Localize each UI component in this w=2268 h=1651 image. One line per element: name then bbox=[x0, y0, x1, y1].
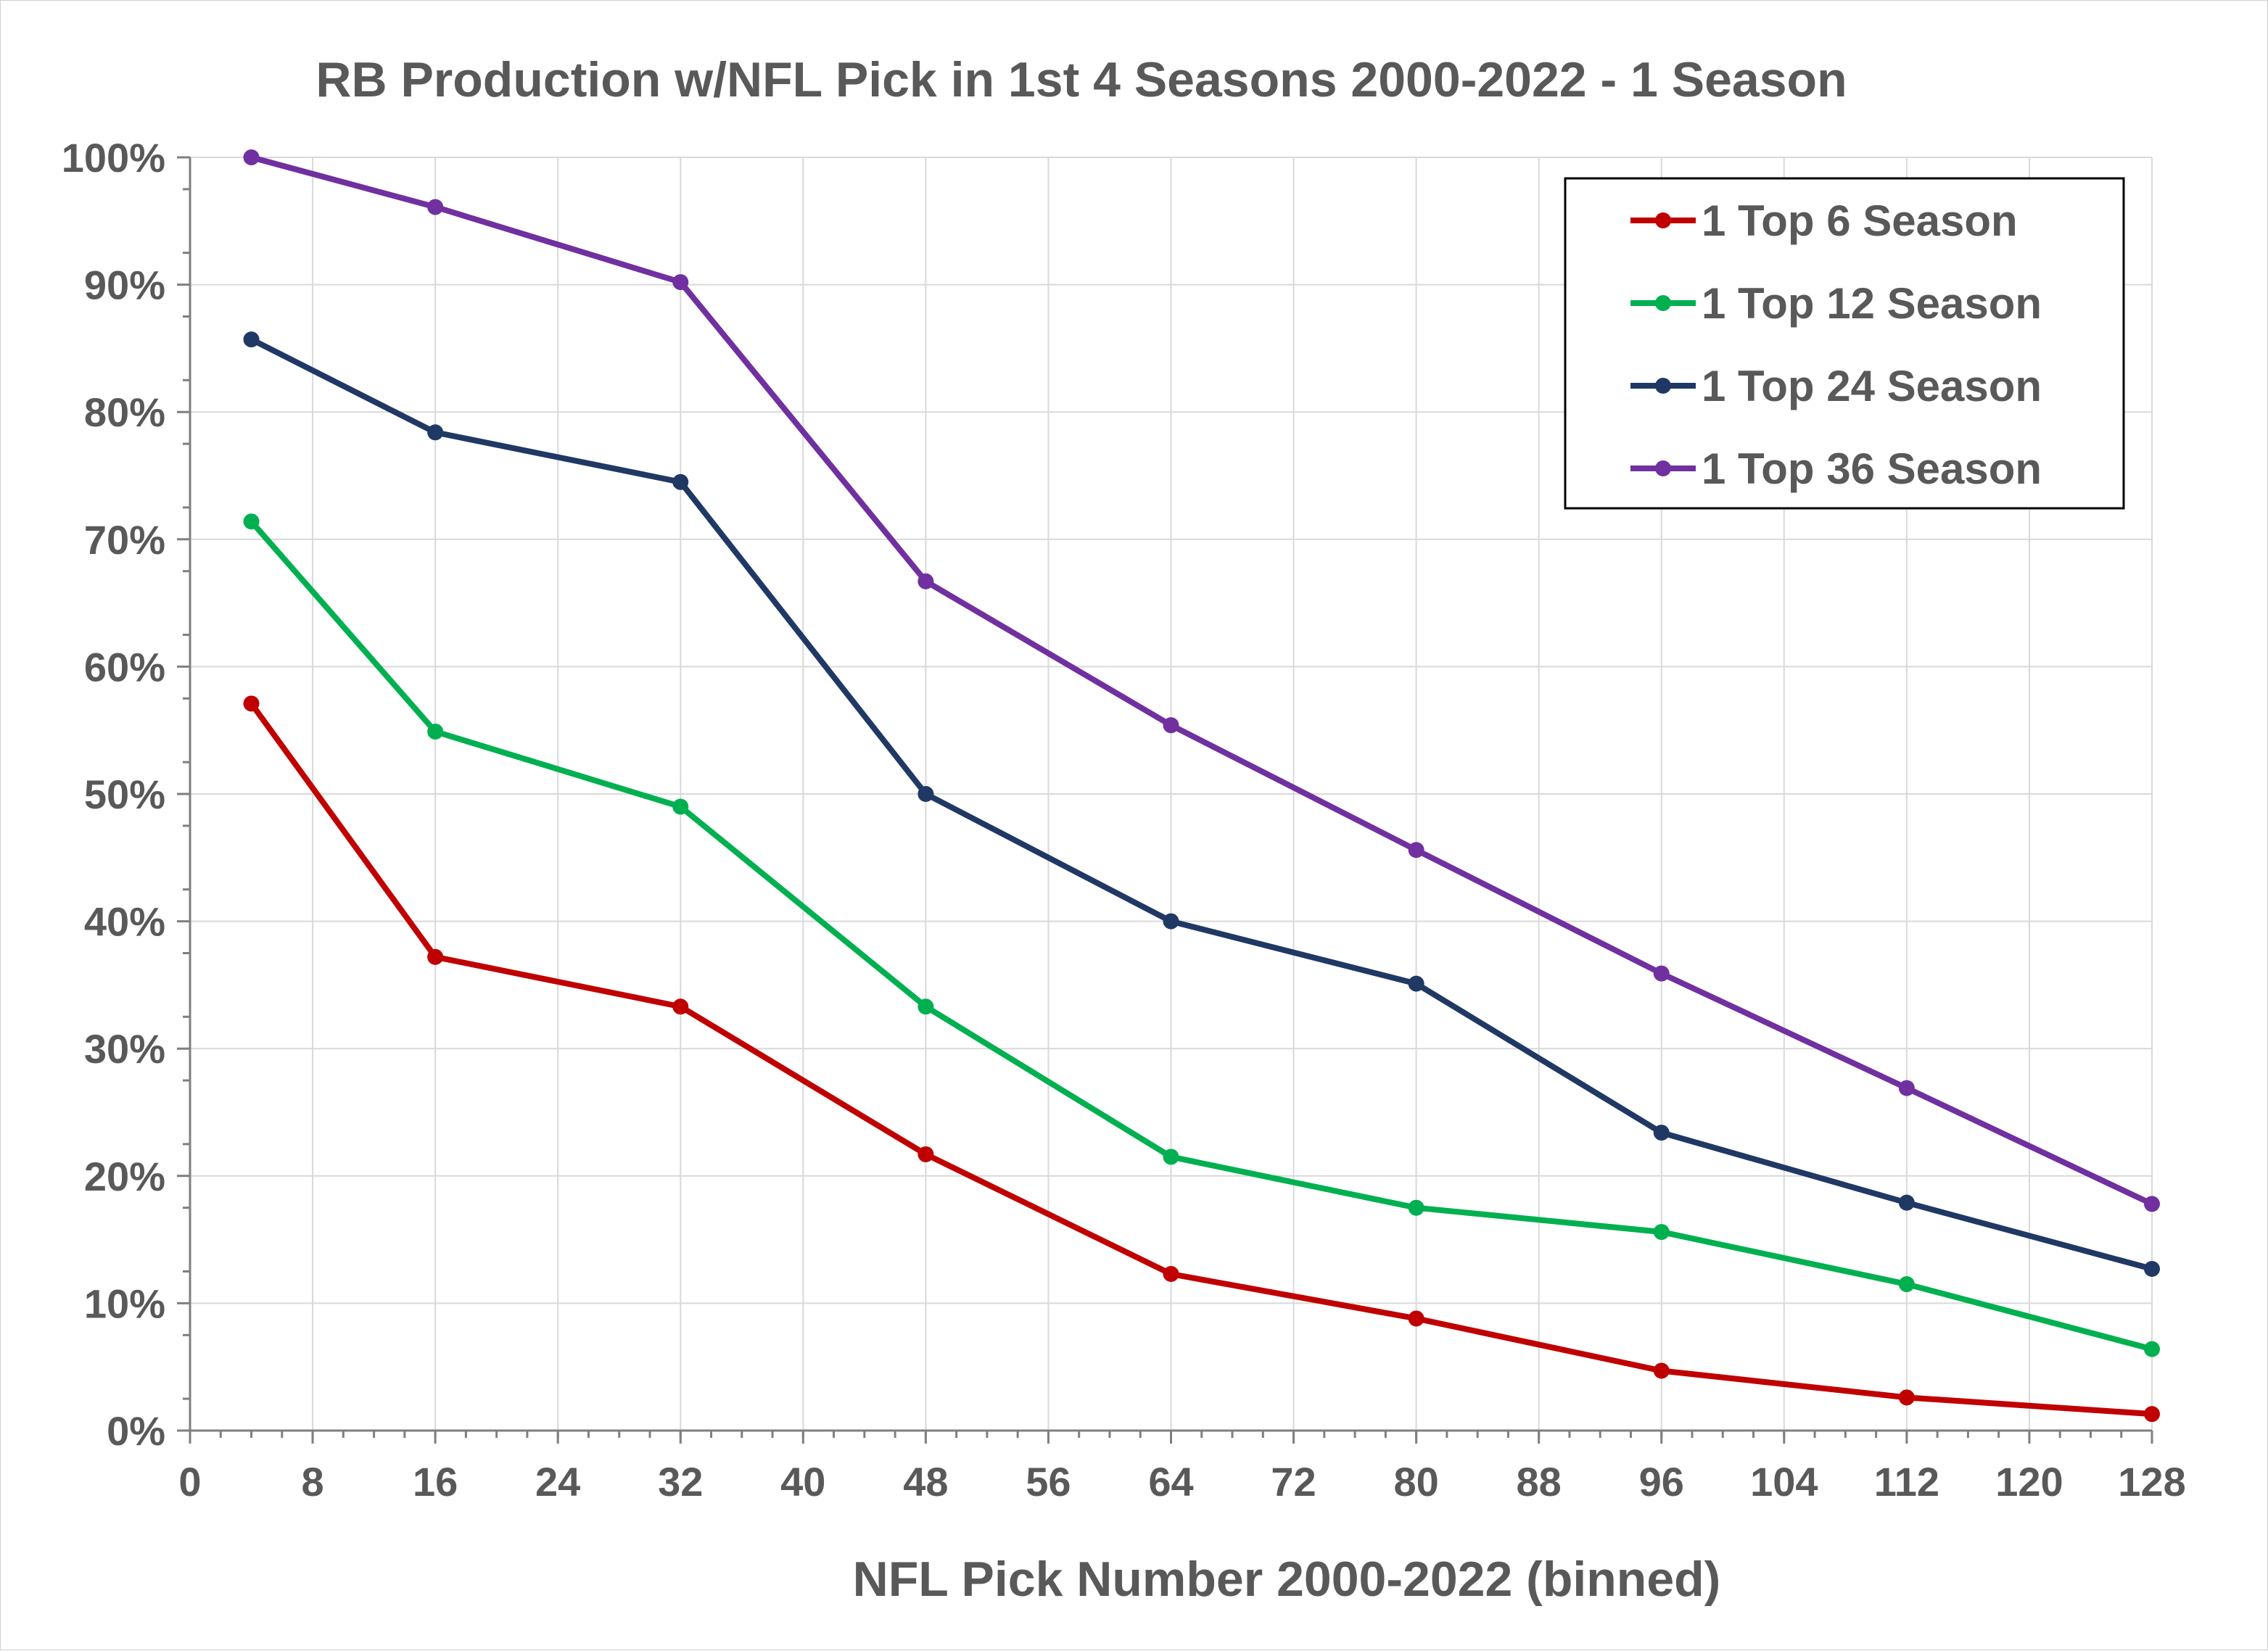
x-tick-label: 16 bbox=[413, 1459, 458, 1505]
x-tick-label: 96 bbox=[1639, 1459, 1684, 1505]
legend-item: 1 Top 12 Season bbox=[1630, 279, 2042, 328]
data-point bbox=[427, 948, 444, 965]
data-point bbox=[1408, 1310, 1424, 1327]
series-4 bbox=[243, 149, 2160, 1212]
data-point bbox=[2144, 1260, 2160, 1277]
series-2 bbox=[243, 513, 2160, 1357]
x-tick-label: 64 bbox=[1148, 1459, 1193, 1505]
data-point bbox=[243, 149, 260, 165]
data-point bbox=[1898, 1389, 1915, 1406]
y-tick-label: 50% bbox=[84, 771, 165, 817]
legend-label: 1 Top 36 Season bbox=[1702, 444, 2042, 493]
legend-swatch-marker bbox=[1655, 378, 1671, 394]
x-tick-label: 24 bbox=[535, 1459, 580, 1505]
legend-item: 1 Top 6 Season bbox=[1630, 196, 2018, 245]
x-tick-label: 104 bbox=[1750, 1459, 1818, 1505]
legend-label: 1 Top 6 Season bbox=[1702, 196, 2018, 245]
legend-swatch-marker bbox=[1655, 295, 1671, 311]
y-tick-label: 80% bbox=[84, 389, 165, 435]
data-point bbox=[917, 573, 934, 589]
data-point bbox=[2144, 1196, 2160, 1212]
data-point bbox=[1653, 1125, 1670, 1141]
x-tick-label: 112 bbox=[1874, 1459, 1939, 1505]
y-tick-label: 90% bbox=[84, 262, 165, 308]
x-tick-label: 32 bbox=[658, 1459, 703, 1505]
series-line bbox=[249, 519, 2153, 1352]
data-point bbox=[672, 998, 689, 1015]
data-point bbox=[917, 1146, 934, 1162]
tick-labels: 0% 10% 20% 30% 40% 50% 60% 70% 80% 90% 100% 0 8 16 24 3… bbox=[62, 135, 2186, 1505]
axes bbox=[177, 156, 2153, 1444]
legend-item: 1 Top 24 Season bbox=[1630, 362, 2042, 410]
data-point bbox=[1408, 975, 1424, 992]
y-tick-label: 100% bbox=[62, 135, 165, 181]
data-point bbox=[917, 786, 934, 802]
x-tick-label: 40 bbox=[780, 1459, 825, 1505]
x-tick-label: 120 bbox=[1995, 1459, 2063, 1505]
data-point bbox=[243, 331, 260, 348]
data-point bbox=[2144, 1341, 2160, 1357]
data-point bbox=[1898, 1276, 1915, 1293]
data-point bbox=[243, 695, 260, 712]
y-tick-label: 20% bbox=[84, 1154, 165, 1199]
data-point bbox=[917, 998, 934, 1015]
legend-swatch-marker bbox=[1655, 460, 1671, 476]
legend: 1 Top 6 Season 1 Top 12 Season 1 Top 24 Se… bbox=[1564, 177, 2125, 510]
data-point bbox=[2144, 1406, 2160, 1423]
data-point bbox=[1163, 1149, 1179, 1165]
y-tick-label: 70% bbox=[84, 517, 165, 563]
x-tick-label: 72 bbox=[1271, 1459, 1316, 1505]
data-point bbox=[672, 473, 689, 490]
x-axis-label: NFL Pick Number 2000-2022 (binned) bbox=[853, 1552, 1721, 1607]
data-point bbox=[427, 723, 444, 740]
x-tick-label: 48 bbox=[903, 1459, 948, 1505]
data-point bbox=[1408, 1199, 1424, 1216]
data-point bbox=[1653, 1224, 1670, 1241]
x-tick-label: 56 bbox=[1026, 1459, 1071, 1505]
x-tick-label: 88 bbox=[1517, 1459, 1562, 1505]
data-point bbox=[1653, 965, 1670, 982]
data-point bbox=[1163, 913, 1179, 930]
data-point bbox=[243, 513, 260, 530]
x-tick-label: 80 bbox=[1393, 1459, 1438, 1505]
x-tick-label: 0 bbox=[178, 1459, 201, 1505]
legend-item: 1 Top 36 Season bbox=[1630, 444, 2042, 493]
data-point bbox=[427, 424, 444, 441]
y-tick-label: 60% bbox=[84, 644, 165, 690]
data-point bbox=[427, 199, 444, 215]
data-point bbox=[1898, 1194, 1915, 1211]
data-point bbox=[1163, 717, 1179, 734]
series-line bbox=[249, 701, 2153, 1418]
legend-swatch-marker bbox=[1655, 212, 1671, 228]
data-point bbox=[1898, 1080, 1915, 1096]
y-tick-label: 40% bbox=[84, 899, 165, 945]
y-tick-label: 0% bbox=[107, 1408, 165, 1454]
x-tick-label: 128 bbox=[2118, 1459, 2185, 1505]
y-tick-label: 30% bbox=[84, 1026, 165, 1072]
series-1 bbox=[243, 695, 2160, 1423]
legend-label: 1 Top 24 Season bbox=[1702, 362, 2042, 410]
series-3 bbox=[243, 331, 2160, 1277]
series-lines bbox=[243, 149, 2160, 1423]
gridlines bbox=[190, 157, 2153, 1431]
legend-box bbox=[1564, 177, 2125, 510]
data-point bbox=[1163, 1266, 1179, 1283]
y-tick-label: 10% bbox=[84, 1280, 165, 1326]
data-point bbox=[1653, 1362, 1670, 1379]
x-tick-label: 8 bbox=[301, 1459, 323, 1505]
data-point bbox=[672, 798, 689, 815]
legend-label: 1 Top 12 Season bbox=[1702, 279, 2042, 328]
data-point bbox=[672, 274, 689, 291]
chart-title: RB Production w/NFL Pick in 1st 4 Season… bbox=[316, 52, 1847, 107]
data-point bbox=[1408, 842, 1424, 858]
